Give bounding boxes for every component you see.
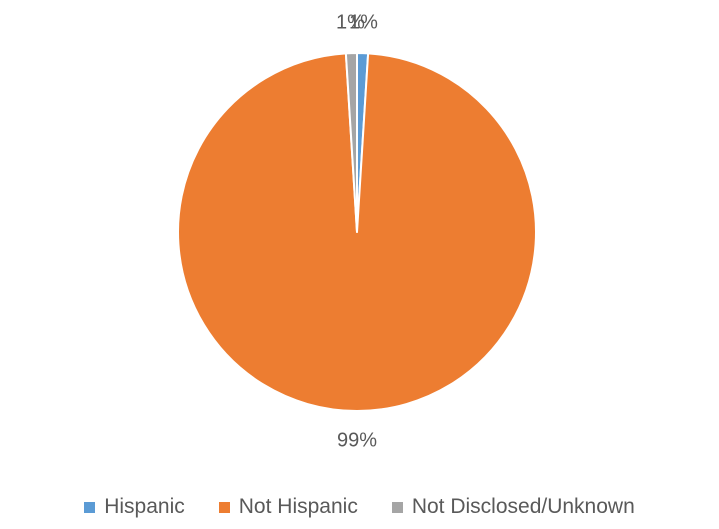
chart-legend: Hispanic Not Hispanic Not Disclosed/Unkn… [0, 492, 719, 522]
legend-swatch-not-hispanic [218, 501, 230, 513]
data-label-hispanic: 1% [349, 11, 378, 33]
legend-label-not-hispanic: Not Hispanic [238, 495, 358, 518]
legend-label-hispanic: Hispanic [104, 495, 185, 518]
legend-item-hispanic: Hispanic [84, 495, 185, 519]
pie-slice-not-disclosed-unknown [344, 52, 358, 233]
legend-label-not-disclosed-unknown: Not Disclosed/Unknown [411, 495, 635, 518]
data-label-not-hispanic: 99% [337, 429, 377, 451]
legend-swatch-not-disclosed-unknown [391, 501, 403, 513]
legend-item-not-disclosed-unknown: Not Disclosed/Unknown [391, 495, 635, 519]
data-label-not-disclosed-unknown: 1% [336, 11, 365, 33]
legend-item-not-hispanic: Not Hispanic [218, 495, 358, 519]
pie-chart-svg: 1% 99% 1% [177, 11, 537, 451]
legend-swatch-hispanic [84, 501, 96, 513]
